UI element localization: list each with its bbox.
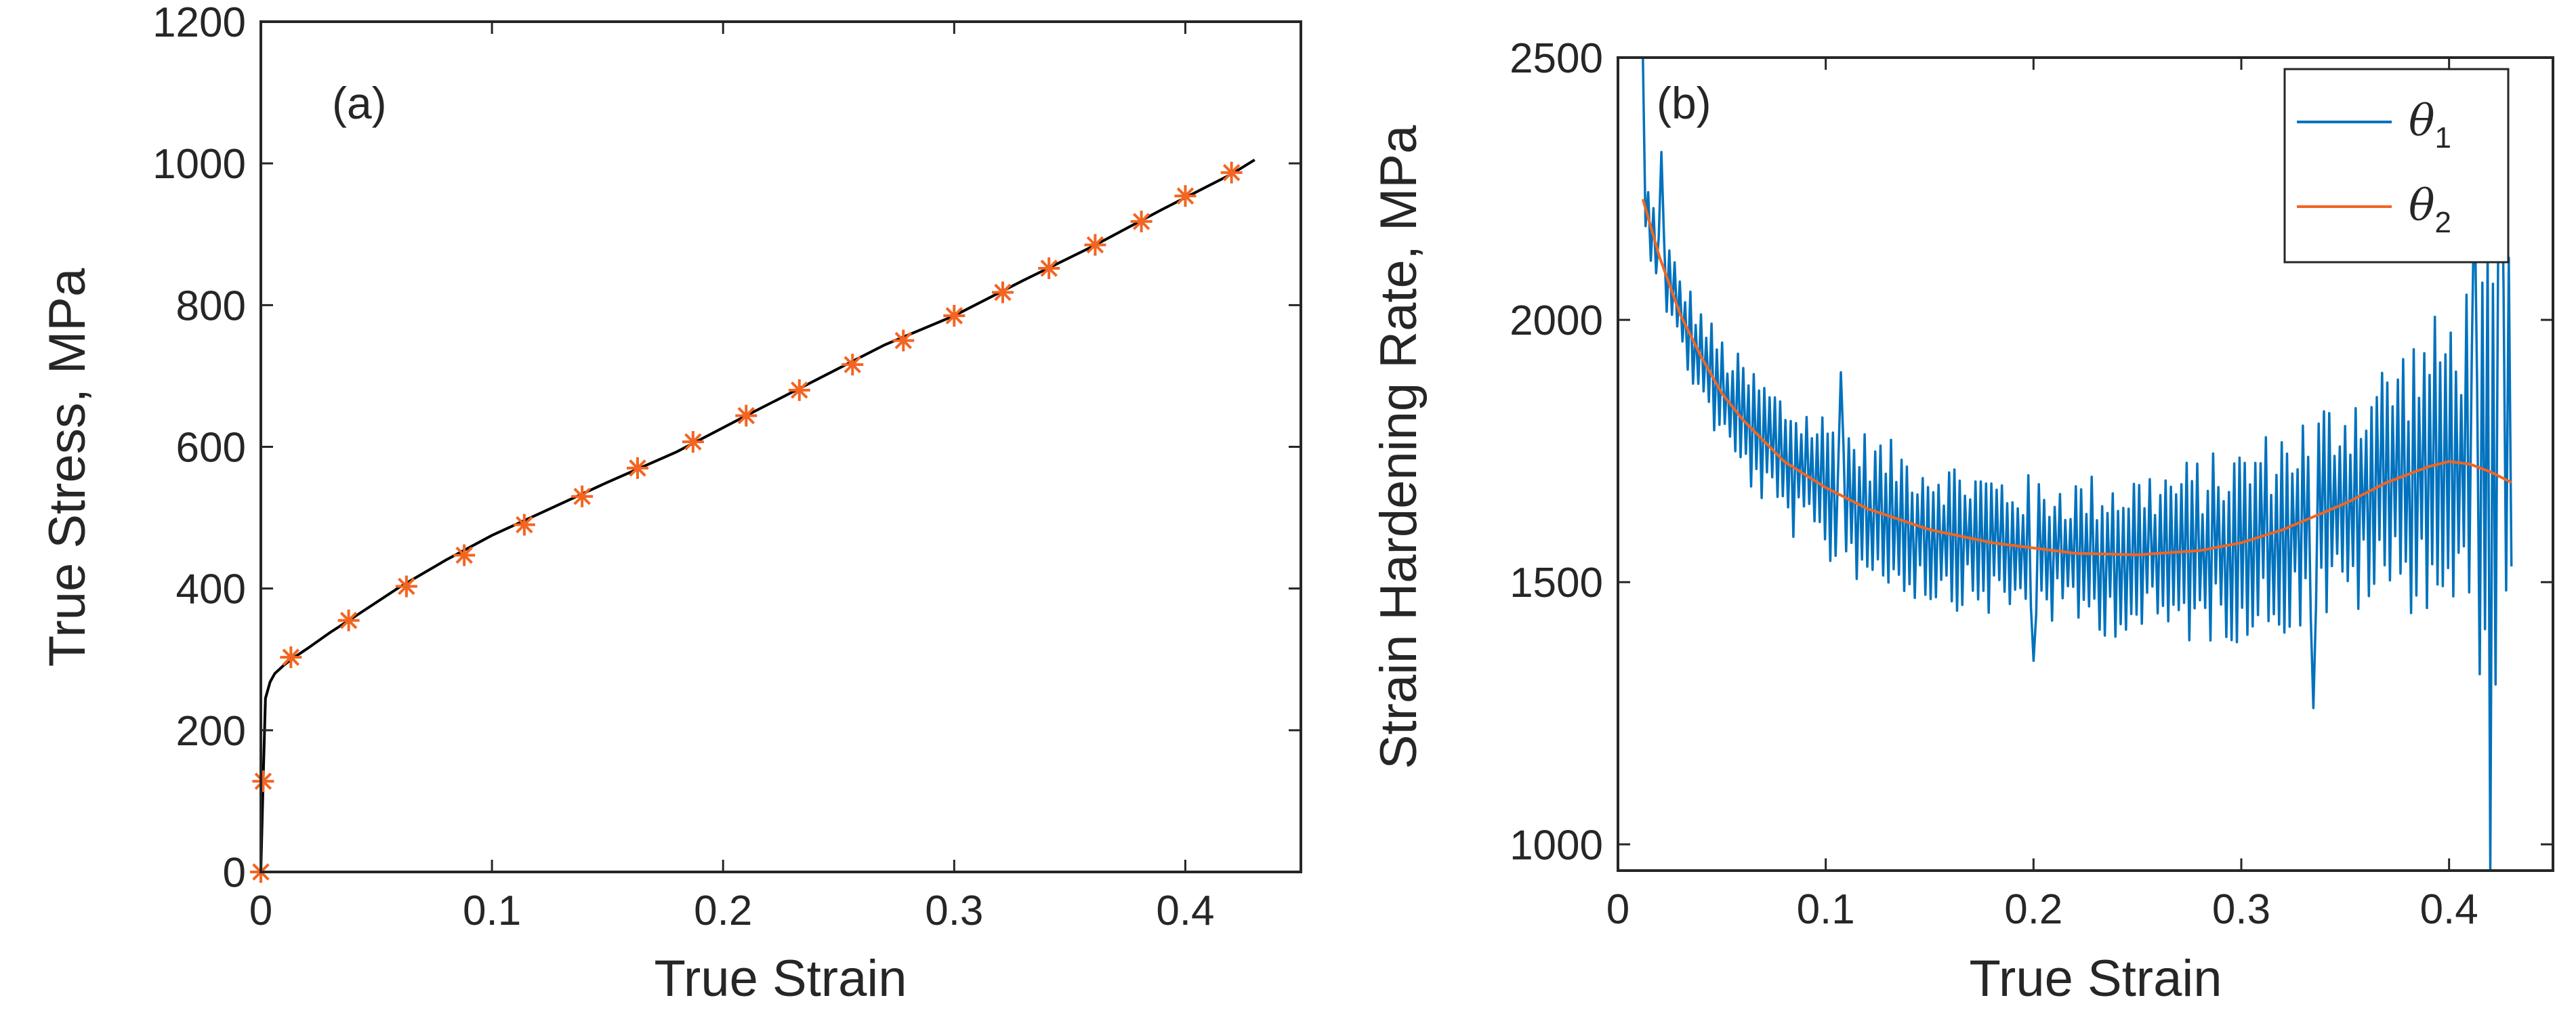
x-tick-label: 0.3 <box>2212 886 2270 933</box>
y-tick-label: 200 <box>176 708 246 755</box>
panel-a-y-axis-title: True Stress, MPa <box>39 268 96 667</box>
asterisk-stroke <box>455 546 473 564</box>
data-point-asterisk <box>337 609 360 631</box>
asterisk-stroke <box>398 577 415 596</box>
panel-b-axes-frame <box>1617 56 2554 872</box>
data-point-asterisk <box>252 770 274 793</box>
y-tick-label: 0 <box>223 850 246 896</box>
legend-box <box>2283 68 2510 264</box>
y-tick-label: 800 <box>176 283 246 329</box>
x-tick-label: 0 <box>1606 886 1629 933</box>
asterisk-stroke <box>1222 164 1241 182</box>
panel-b-y-axis-title: Strain Hardening Rate, MPa <box>1370 125 1428 769</box>
asterisk-stroke <box>1040 259 1058 277</box>
x-tick-label: 0.4 <box>1156 888 1214 934</box>
data-point-asterisk <box>627 457 649 479</box>
x-tick-label: 0.2 <box>2004 886 2062 933</box>
x-tick-label: 0.1 <box>1797 886 1855 933</box>
panel-a-ticks: 0 0.1 0.2 0.3 0.4 0 200 400 600 800 1000 1200 <box>152 0 1301 934</box>
asterisk-stroke <box>894 331 913 350</box>
data-point-asterisk <box>892 329 915 352</box>
data-point-asterisk <box>1038 257 1060 279</box>
panel-b: (b) 0 0.1 0.2 0.3 0.4 1000 1500 2000 2500 True S… <box>1370 35 2554 1007</box>
panel-b-label: (b) <box>1657 78 1711 128</box>
panel-a-label: (a) <box>332 78 387 128</box>
x-tick-label: 0 <box>249 888 272 934</box>
panel-b-plot-area <box>1641 58 2513 871</box>
data-point-asterisk <box>1084 234 1106 256</box>
x-tick-label: 0.2 <box>694 888 752 934</box>
y-tick-label: 600 <box>176 425 246 472</box>
panel-b-x-axis-title: True Strain <box>1969 950 2222 1007</box>
panel-b-legend: θ1 θ2 <box>2283 68 2510 264</box>
asterisk-stroke <box>629 459 646 477</box>
panel-a: (a) 0 0.1 0.2 0.3 0.4 0 200 400 600 800 1000 1200 T… <box>39 0 1302 1007</box>
data-point-asterisk <box>1174 185 1197 207</box>
asterisk-stroke <box>573 487 591 505</box>
series-theta1-line <box>1642 58 2513 871</box>
data-point-asterisk <box>735 404 757 427</box>
data-point-asterisk <box>453 544 476 566</box>
data-point-asterisk <box>1130 210 1152 232</box>
data-point-asterisk <box>991 281 1014 304</box>
asterisk-stroke <box>516 516 533 534</box>
data-point-asterisk <box>395 575 417 598</box>
y-tick-label: 1200 <box>152 0 246 46</box>
series-fit-line <box>259 159 1255 873</box>
panel-a-x-axis-title: True Strain <box>654 950 907 1007</box>
series-theta2-line <box>1641 199 2512 556</box>
panel-a-plot-area <box>250 159 1255 883</box>
y-tick-label: 1000 <box>152 141 246 188</box>
asterisk-stroke <box>1132 213 1150 230</box>
asterisk-stroke <box>994 283 1012 301</box>
asterisk-stroke <box>684 433 702 451</box>
asterisk-stroke <box>254 772 272 790</box>
data-point-asterisk <box>1220 161 1243 184</box>
asterisk-stroke <box>339 612 358 629</box>
data-point-asterisk <box>682 431 704 453</box>
x-tick-label: 0.3 <box>925 888 983 934</box>
asterisk-stroke <box>945 307 963 325</box>
y-tick-label: 2000 <box>1510 297 1603 344</box>
panel-b-ticks: 0 0.1 0.2 0.3 0.4 1000 1500 2000 2500 <box>1510 35 2553 933</box>
y-tick-label: 400 <box>176 566 246 613</box>
data-point-asterisk <box>513 514 535 536</box>
x-tick-label: 0.1 <box>463 888 521 934</box>
legend-theta2-label: θ2 <box>2409 181 2451 239</box>
asterisk-stroke <box>737 407 755 425</box>
asterisk-stroke <box>844 356 861 373</box>
x-tick-label: 0.4 <box>2420 886 2478 933</box>
data-point-asterisk <box>788 379 810 401</box>
data-point-asterisk <box>943 305 965 327</box>
y-tick-label: 1000 <box>1510 822 1603 869</box>
y-tick-label: 1500 <box>1510 560 1603 606</box>
data-point-asterisk <box>842 354 864 376</box>
asterisk-stroke <box>282 648 300 666</box>
asterisk-stroke <box>1176 187 1194 205</box>
data-point-asterisk <box>280 646 302 669</box>
asterisk-stroke <box>791 381 808 399</box>
legend-theta1-label: θ1 <box>2409 96 2451 154</box>
data-point-asterisk <box>571 485 594 507</box>
y-tick-label: 2500 <box>1510 35 1603 82</box>
asterisk-stroke <box>1086 236 1104 254</box>
